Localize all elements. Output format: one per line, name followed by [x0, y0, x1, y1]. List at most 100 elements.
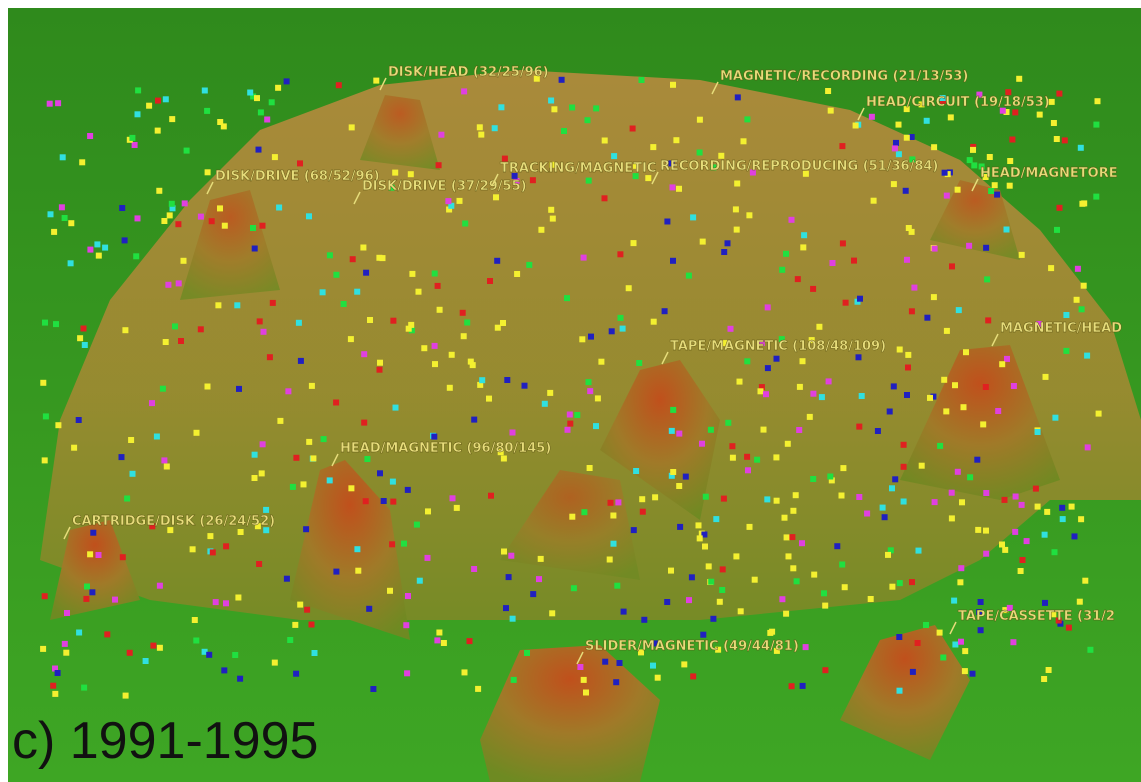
dot — [856, 354, 862, 360]
dot — [763, 391, 769, 397]
dot — [1052, 415, 1058, 421]
dot — [81, 685, 87, 691]
dot — [664, 599, 670, 605]
dot — [842, 584, 848, 590]
dot — [1020, 557, 1026, 563]
dot — [96, 253, 102, 259]
dot — [937, 443, 943, 449]
dot — [287, 637, 293, 643]
dot — [272, 154, 278, 160]
dot — [610, 513, 616, 519]
dot — [967, 474, 973, 480]
dot — [593, 105, 599, 111]
dot — [897, 580, 903, 586]
cluster-label: SLIDER/MAGNETIC (49/44/81) — [585, 639, 799, 654]
dot — [82, 342, 88, 348]
dot — [641, 617, 647, 623]
dot — [897, 688, 903, 694]
dot — [754, 457, 760, 463]
dot — [77, 335, 83, 341]
dot — [970, 671, 976, 677]
dot — [892, 145, 898, 151]
dot — [223, 543, 229, 549]
dot — [76, 417, 82, 423]
dot — [871, 198, 877, 204]
dot — [161, 457, 167, 463]
dot — [901, 442, 907, 448]
dot — [55, 670, 61, 676]
dot — [89, 589, 95, 595]
dot — [706, 563, 712, 569]
dot — [146, 103, 152, 109]
dot — [1087, 647, 1093, 653]
dot — [63, 650, 69, 656]
dot — [668, 568, 674, 574]
dot — [718, 153, 724, 159]
dot — [587, 465, 593, 471]
dot — [586, 379, 592, 385]
dot — [471, 417, 477, 423]
dot — [436, 630, 442, 636]
dot — [734, 181, 740, 187]
dot — [1016, 76, 1022, 82]
dot — [154, 434, 160, 440]
dot — [602, 659, 608, 665]
dot — [260, 441, 266, 447]
dot — [1043, 374, 1049, 380]
dot — [1004, 227, 1010, 233]
dot — [460, 310, 466, 316]
dot — [155, 98, 161, 104]
dot — [853, 123, 859, 129]
dot — [354, 546, 360, 552]
dot — [269, 99, 275, 105]
dot — [184, 148, 190, 154]
dot — [719, 587, 725, 593]
dot — [988, 188, 994, 194]
dot — [510, 430, 516, 436]
dot — [617, 251, 623, 257]
dot — [994, 192, 1000, 198]
cluster-label: DISK/DRIVE (68/52/96) — [215, 169, 380, 184]
dot — [690, 673, 696, 679]
dot — [565, 427, 571, 433]
dot — [222, 223, 228, 229]
dot — [348, 485, 354, 491]
dot — [135, 87, 141, 93]
dot — [167, 212, 173, 218]
dot — [995, 408, 1001, 414]
dot — [206, 652, 212, 658]
dot — [744, 358, 750, 364]
dot — [217, 205, 223, 211]
dot — [267, 354, 273, 360]
dot — [1048, 265, 1054, 271]
dot — [550, 216, 556, 222]
dot — [725, 240, 731, 246]
dot — [1081, 200, 1087, 206]
dot — [514, 271, 520, 277]
dot — [1007, 158, 1013, 164]
dot — [889, 485, 895, 491]
dot — [1096, 411, 1102, 417]
dot — [966, 243, 972, 249]
dot — [1041, 676, 1047, 682]
dot — [94, 241, 100, 247]
dot — [478, 132, 484, 138]
dot — [720, 566, 726, 572]
dot — [178, 338, 184, 344]
dot — [797, 384, 803, 390]
dot — [1057, 205, 1063, 211]
dot — [165, 282, 171, 288]
dot — [826, 378, 832, 384]
dot — [561, 128, 567, 134]
dot — [1054, 136, 1060, 142]
screenshot: DISK/HEAD (32/25/96)MAGNETIC/RECORDING (… — [0, 0, 1141, 782]
dot — [676, 483, 682, 489]
dot — [932, 246, 938, 252]
dot — [380, 255, 386, 261]
dot — [1063, 348, 1069, 354]
dot — [630, 126, 636, 132]
dot — [588, 334, 594, 340]
dot — [650, 144, 656, 150]
dot — [670, 258, 676, 264]
dot — [135, 111, 141, 117]
